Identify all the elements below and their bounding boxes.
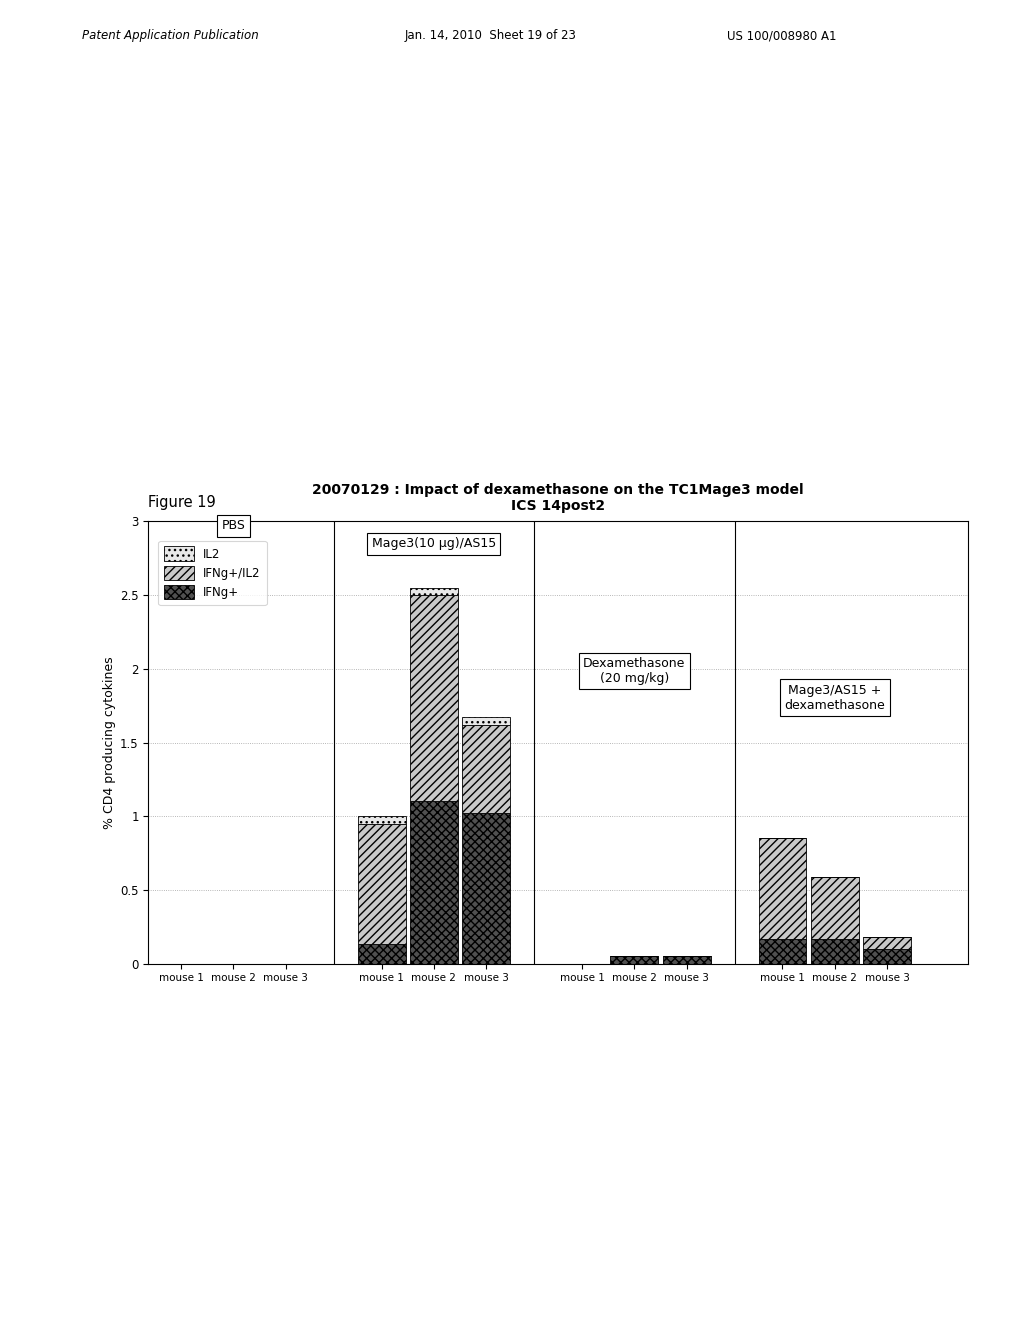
Text: Mage3/AS15 +
dexamethasone: Mage3/AS15 + dexamethasone xyxy=(784,684,885,711)
Text: US 100/008980 A1: US 100/008980 A1 xyxy=(727,29,837,42)
Bar xyxy=(759,838,807,939)
Bar xyxy=(357,944,406,964)
Text: Jan. 14, 2010  Sheet 19 of 23: Jan. 14, 2010 Sheet 19 of 23 xyxy=(404,29,577,42)
Bar xyxy=(863,949,911,964)
Text: Dexamethasone
(20 mg/kg): Dexamethasone (20 mg/kg) xyxy=(583,657,685,685)
Title: 20070129 : Impact of dexamethasone on the TC1Mage3 model
ICS 14post2: 20070129 : Impact of dexamethasone on th… xyxy=(312,483,804,513)
Bar xyxy=(759,939,807,964)
Legend: IL2, IFNg+/IL2, IFNg+: IL2, IFNg+/IL2, IFNg+ xyxy=(159,541,266,605)
Bar xyxy=(357,816,406,824)
Bar xyxy=(410,801,458,964)
Bar xyxy=(410,595,458,801)
Bar xyxy=(863,937,911,949)
Bar xyxy=(357,824,406,944)
Text: Figure 19: Figure 19 xyxy=(148,495,216,510)
Bar xyxy=(811,876,859,939)
Bar xyxy=(811,939,859,964)
Y-axis label: % CD4 producing cytokines: % CD4 producing cytokines xyxy=(103,656,116,829)
Bar xyxy=(462,725,510,813)
Bar xyxy=(410,587,458,595)
Bar xyxy=(610,956,658,964)
Text: PBS: PBS xyxy=(221,520,246,532)
Text: Patent Application Publication: Patent Application Publication xyxy=(82,29,259,42)
Bar xyxy=(462,813,510,964)
Text: Mage3(10 μg)/AS15: Mage3(10 μg)/AS15 xyxy=(372,537,496,550)
Bar xyxy=(462,718,510,725)
Bar xyxy=(663,956,711,964)
